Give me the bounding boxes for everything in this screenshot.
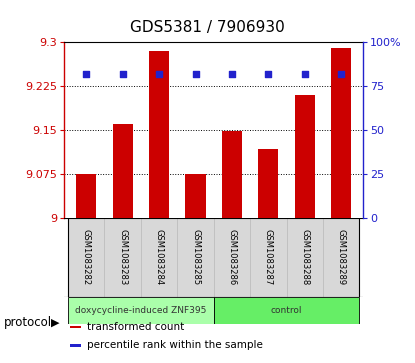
Bar xyxy=(186,174,205,218)
Bar xyxy=(295,95,315,218)
Bar xyxy=(222,131,242,218)
Bar xyxy=(214,218,250,297)
Bar xyxy=(68,297,214,324)
Bar xyxy=(105,218,141,297)
Point xyxy=(156,71,162,77)
Bar xyxy=(287,218,323,297)
Text: protocol: protocol xyxy=(4,316,52,329)
Point xyxy=(302,71,308,77)
Bar xyxy=(214,297,359,324)
Text: control: control xyxy=(271,306,303,315)
Text: ▶: ▶ xyxy=(51,317,59,327)
Bar xyxy=(149,50,169,218)
Bar xyxy=(141,218,177,297)
Text: GSM1083282: GSM1083282 xyxy=(82,229,91,285)
Bar xyxy=(331,48,351,218)
Text: transformed count: transformed count xyxy=(87,322,184,332)
Point xyxy=(229,71,235,77)
Text: GSM1083283: GSM1083283 xyxy=(118,229,127,286)
Bar xyxy=(323,218,359,297)
Text: GSM1083288: GSM1083288 xyxy=(300,229,309,286)
Text: GSM1083287: GSM1083287 xyxy=(264,229,273,286)
Bar xyxy=(70,326,81,328)
Text: GSM1083289: GSM1083289 xyxy=(337,229,346,285)
Bar xyxy=(70,344,81,347)
Bar xyxy=(259,149,278,218)
Point xyxy=(338,71,344,77)
Text: GSM1083285: GSM1083285 xyxy=(191,229,200,285)
Point xyxy=(265,71,272,77)
Text: GSM1083284: GSM1083284 xyxy=(154,229,164,285)
Bar xyxy=(250,218,287,297)
Bar xyxy=(76,174,96,218)
Text: doxycycline-induced ZNF395: doxycycline-induced ZNF395 xyxy=(75,306,207,315)
Bar xyxy=(177,218,214,297)
Bar xyxy=(112,124,133,218)
Bar xyxy=(68,218,105,297)
Text: GSM1083286: GSM1083286 xyxy=(227,229,237,286)
Point xyxy=(192,71,199,77)
Point xyxy=(119,71,126,77)
Text: GDS5381 / 7906930: GDS5381 / 7906930 xyxy=(130,20,285,35)
Point xyxy=(83,71,90,77)
Text: percentile rank within the sample: percentile rank within the sample xyxy=(87,340,263,350)
